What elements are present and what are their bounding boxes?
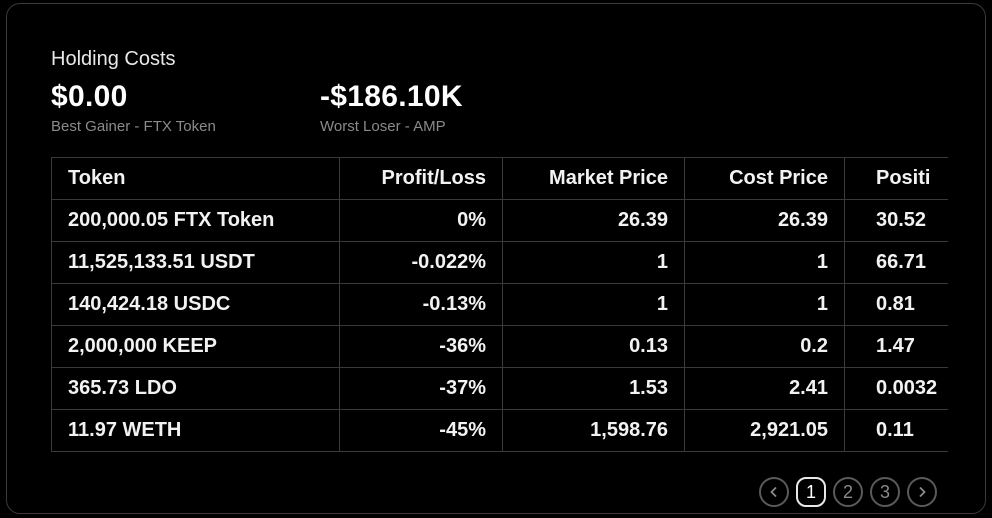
cell-position: 0.0032 (844, 367, 948, 410)
table-row: 140,424.18 USDC -0.13% 1 1 0.81 (51, 283, 948, 326)
table-row: 11.97 WETH -45% 1,598.76 2,921.05 0.11 (51, 409, 948, 452)
cell-cost-price: 1 (684, 241, 845, 284)
cell-cost-price: 1 (684, 283, 845, 326)
chevron-left-icon (770, 486, 777, 498)
cell-token: 140,424.18 USDC (51, 283, 340, 326)
cell-market-price: 1,598.76 (502, 409, 685, 452)
cell-cost-price: 2.41 (684, 367, 845, 410)
cell-market-price: 26.39 (502, 199, 685, 242)
next-page-button[interactable] (907, 477, 937, 507)
table-row: 2,000,000 KEEP -36% 0.13 0.2 1.47 (51, 325, 948, 368)
cell-token: 11.97 WETH (51, 409, 340, 452)
cell-position: 1.47 (844, 325, 948, 368)
holding-costs-card: Holding Costs $0.00 Best Gainer - FTX To… (6, 3, 986, 514)
cell-profit-loss: -45% (339, 409, 503, 452)
cell-profit-loss: -36% (339, 325, 503, 368)
cell-token: 200,000.05 FTX Token (51, 199, 340, 242)
cell-position: 0.81 (844, 283, 948, 326)
cell-position: 66.71 (844, 241, 948, 284)
holdings-table-container[interactable]: Token Profit/Loss Market Price Cost Pric… (51, 157, 948, 461)
cell-cost-price: 26.39 (684, 199, 845, 242)
cell-cost-price: 0.2 (684, 325, 845, 368)
worst-loser-metric: -$186.10K Worst Loser - AMP (320, 80, 463, 135)
column-header-position[interactable]: Positi (844, 157, 948, 200)
cell-position: 30.52 (844, 199, 948, 242)
best-gainer-value: $0.00 (51, 80, 128, 113)
worst-loser-label: Worst Loser - AMP (320, 118, 446, 135)
cell-market-price: 1 (502, 283, 685, 326)
cell-token: 11,525,133.51 USDT (51, 241, 340, 284)
table-row: 365.73 LDO -37% 1.53 2.41 0.0032 (51, 367, 948, 410)
table-header-row: Token Profit/Loss Market Price Cost Pric… (51, 157, 948, 200)
chevron-right-icon (919, 486, 926, 498)
cell-token: 365.73 LDO (51, 367, 340, 410)
worst-loser-value: -$186.10K (320, 80, 463, 113)
cell-token: 2,000,000 KEEP (51, 325, 340, 368)
card-title: Holding Costs (51, 48, 176, 70)
cell-cost-price: 2,921.05 (684, 409, 845, 452)
column-header-cost-price[interactable]: Cost Price (684, 157, 845, 200)
column-header-token[interactable]: Token (51, 157, 340, 200)
pagination: 1 2 3 (759, 477, 937, 507)
cell-profit-loss: -0.13% (339, 283, 503, 326)
column-header-market-price[interactable]: Market Price (502, 157, 685, 200)
table-row: 200,000.05 FTX Token 0% 26.39 26.39 30.5… (51, 199, 948, 242)
cell-profit-loss: -37% (339, 367, 503, 410)
cell-position: 0.11 (844, 409, 948, 452)
holdings-table: Token Profit/Loss Market Price Cost Pric… (51, 157, 948, 452)
cell-market-price: 1.53 (502, 367, 685, 410)
page-button-3[interactable]: 3 (870, 477, 900, 507)
best-gainer-label: Best Gainer - FTX Token (51, 118, 216, 135)
best-gainer-metric: $0.00 Best Gainer - FTX Token (51, 80, 216, 135)
page-button-1[interactable]: 1 (796, 477, 826, 507)
table-row: 11,525,133.51 USDT -0.022% 1 1 66.71 (51, 241, 948, 284)
cell-market-price: 0.13 (502, 325, 685, 368)
cell-profit-loss: 0% (339, 199, 503, 242)
column-header-profit-loss[interactable]: Profit/Loss (339, 157, 503, 200)
prev-page-button[interactable] (759, 477, 789, 507)
cell-profit-loss: -0.022% (339, 241, 503, 284)
cell-market-price: 1 (502, 241, 685, 284)
page-button-2[interactable]: 2 (833, 477, 863, 507)
